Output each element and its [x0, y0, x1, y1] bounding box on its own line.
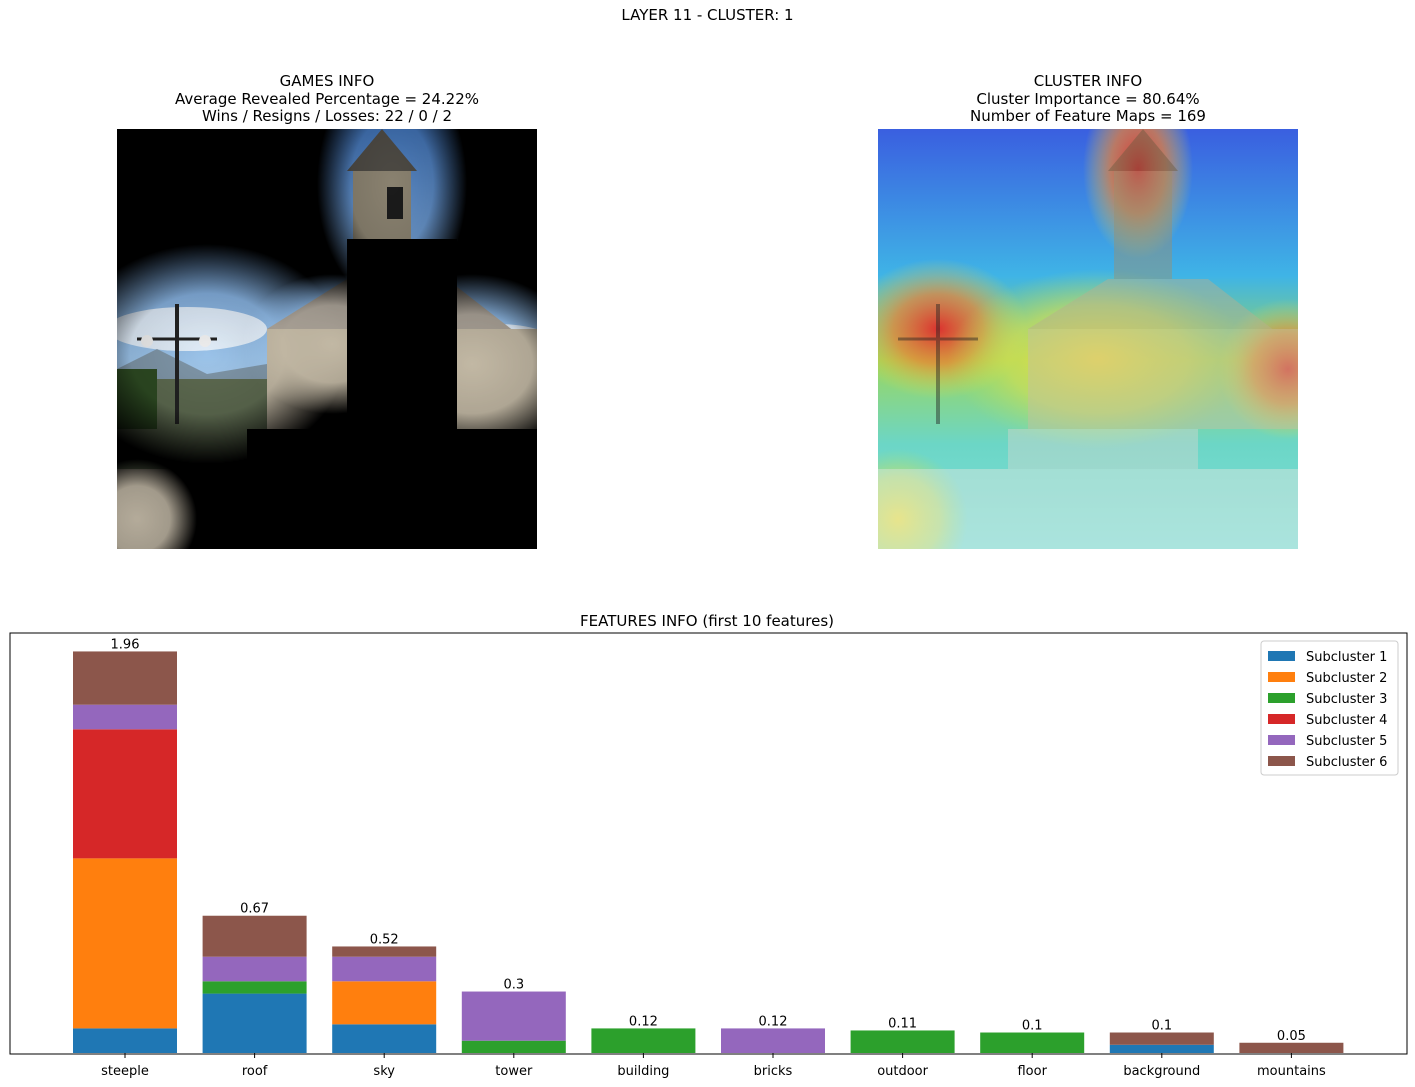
legend-swatch — [1268, 735, 1295, 745]
legend-label: Subcluster 6 — [1306, 755, 1387, 770]
feature-maps-count-text: Number of Feature Maps = 169 — [970, 107, 1206, 125]
x-tick-label: steeple — [101, 1064, 149, 1079]
bar-roof-subcluster-3 — [202, 981, 307, 994]
bar-steeple-subcluster-4 — [73, 729, 177, 859]
revealed-percentage-text: Average Revealed Percentage = 24.22% — [174, 89, 479, 108]
bar-total-label: 0.3 — [503, 978, 524, 993]
bar-steeple-subcluster-5 — [73, 704, 177, 730]
bar-floor-subcluster-3 — [980, 1032, 1085, 1053]
cluster-info-title-block: CLUSTER INFO Cluster Importance = 80.64%… — [878, 72, 1298, 126]
bar-total-label: 0.1 — [1151, 1019, 1172, 1034]
bar-tower-subcluster-3 — [461, 1040, 566, 1053]
bar-steeple-subcluster-2 — [73, 858, 177, 1029]
bar-total-label: 0.67 — [240, 902, 269, 917]
bar-building-subcluster-3 — [591, 1028, 696, 1053]
bar-total-label: 1.96 — [111, 637, 140, 652]
legend: Subcluster 1 Subcluster 2 Subcluster 3 Subc… — [1260, 640, 1399, 776]
x-tick-label: mountains — [1257, 1064, 1326, 1079]
bar-roof-subcluster-6 — [202, 915, 307, 957]
wins-resigns-losses-text: Wins / Resigns / Losses: 22 / 0 / 2 — [201, 107, 453, 125]
bar-background-subcluster-1 — [1109, 1044, 1214, 1053]
bar-background-subcluster-6 — [1109, 1032, 1214, 1045]
legend-label: Subcluster 5 — [1306, 734, 1387, 749]
games-info-title-block: GAMES INFO Average Revealed Percentage =… — [117, 72, 537, 126]
cluster-importance-text: Cluster Importance = 80.64% — [976, 89, 1200, 108]
legend-label: Subcluster 3 — [1306, 692, 1387, 707]
bar-total-label: 0.12 — [759, 1014, 788, 1029]
bar-total-label: 0.12 — [629, 1014, 658, 1029]
bar-sky-subcluster-2 — [332, 981, 437, 1025]
legend-swatch — [1268, 651, 1295, 661]
cluster-info-title: CLUSTER INFO — [1033, 72, 1143, 90]
legend-swatch — [1268, 693, 1295, 703]
x-tick-label: floor — [1017, 1064, 1047, 1079]
heatmap-image — [878, 129, 1298, 549]
bar-mountains-subcluster-6 — [1239, 1042, 1344, 1053]
bar-sky-subcluster-5 — [332, 956, 437, 982]
revealed-image — [117, 129, 537, 549]
bar-steeple-subcluster-6 — [73, 651, 177, 705]
bar-outdoor-subcluster-3 — [850, 1030, 955, 1053]
bar-total-label: 0.11 — [888, 1016, 917, 1031]
bar-sky-subcluster-1 — [332, 1024, 437, 1053]
plot-area-frame — [9, 632, 1408, 1055]
x-tick-label: roof — [242, 1064, 268, 1079]
x-tick-label: building — [617, 1064, 669, 1079]
legend-label: Subcluster 1 — [1306, 650, 1387, 665]
bar-steeple-subcluster-1 — [73, 1028, 177, 1053]
bar-total-label: 0.05 — [1277, 1029, 1306, 1044]
chart-title: FEATURES INFO (first 10 features) — [580, 612, 834, 630]
x-tick-label: tower — [495, 1064, 533, 1079]
bar-bricks-subcluster-5 — [721, 1028, 825, 1053]
legend-swatch — [1268, 756, 1295, 766]
legend-swatch — [1268, 714, 1295, 724]
x-tick-label: outdoor — [877, 1064, 928, 1079]
bar-total-label: 0.1 — [1022, 1019, 1043, 1034]
bar-total-label: 0.52 — [370, 932, 399, 947]
legend-label: Subcluster 4 — [1306, 713, 1387, 728]
bar-tower-subcluster-5 — [461, 991, 566, 1041]
bar-sky-subcluster-6 — [332, 946, 437, 957]
bar-roof-subcluster-1 — [202, 993, 307, 1053]
legend-swatch — [1268, 672, 1295, 682]
legend-label: Subcluster 2 — [1306, 671, 1387, 686]
x-tick-label: sky — [373, 1064, 395, 1079]
x-tick-label: background — [1123, 1064, 1200, 1079]
figure-title: LAYER 11 - CLUSTER: 1 — [621, 6, 794, 24]
games-info-title: GAMES INFO — [279, 72, 375, 90]
bar-roof-subcluster-5 — [202, 956, 307, 982]
x-tick-label: bricks — [754, 1064, 793, 1079]
legend-box — [1260, 640, 1399, 776]
